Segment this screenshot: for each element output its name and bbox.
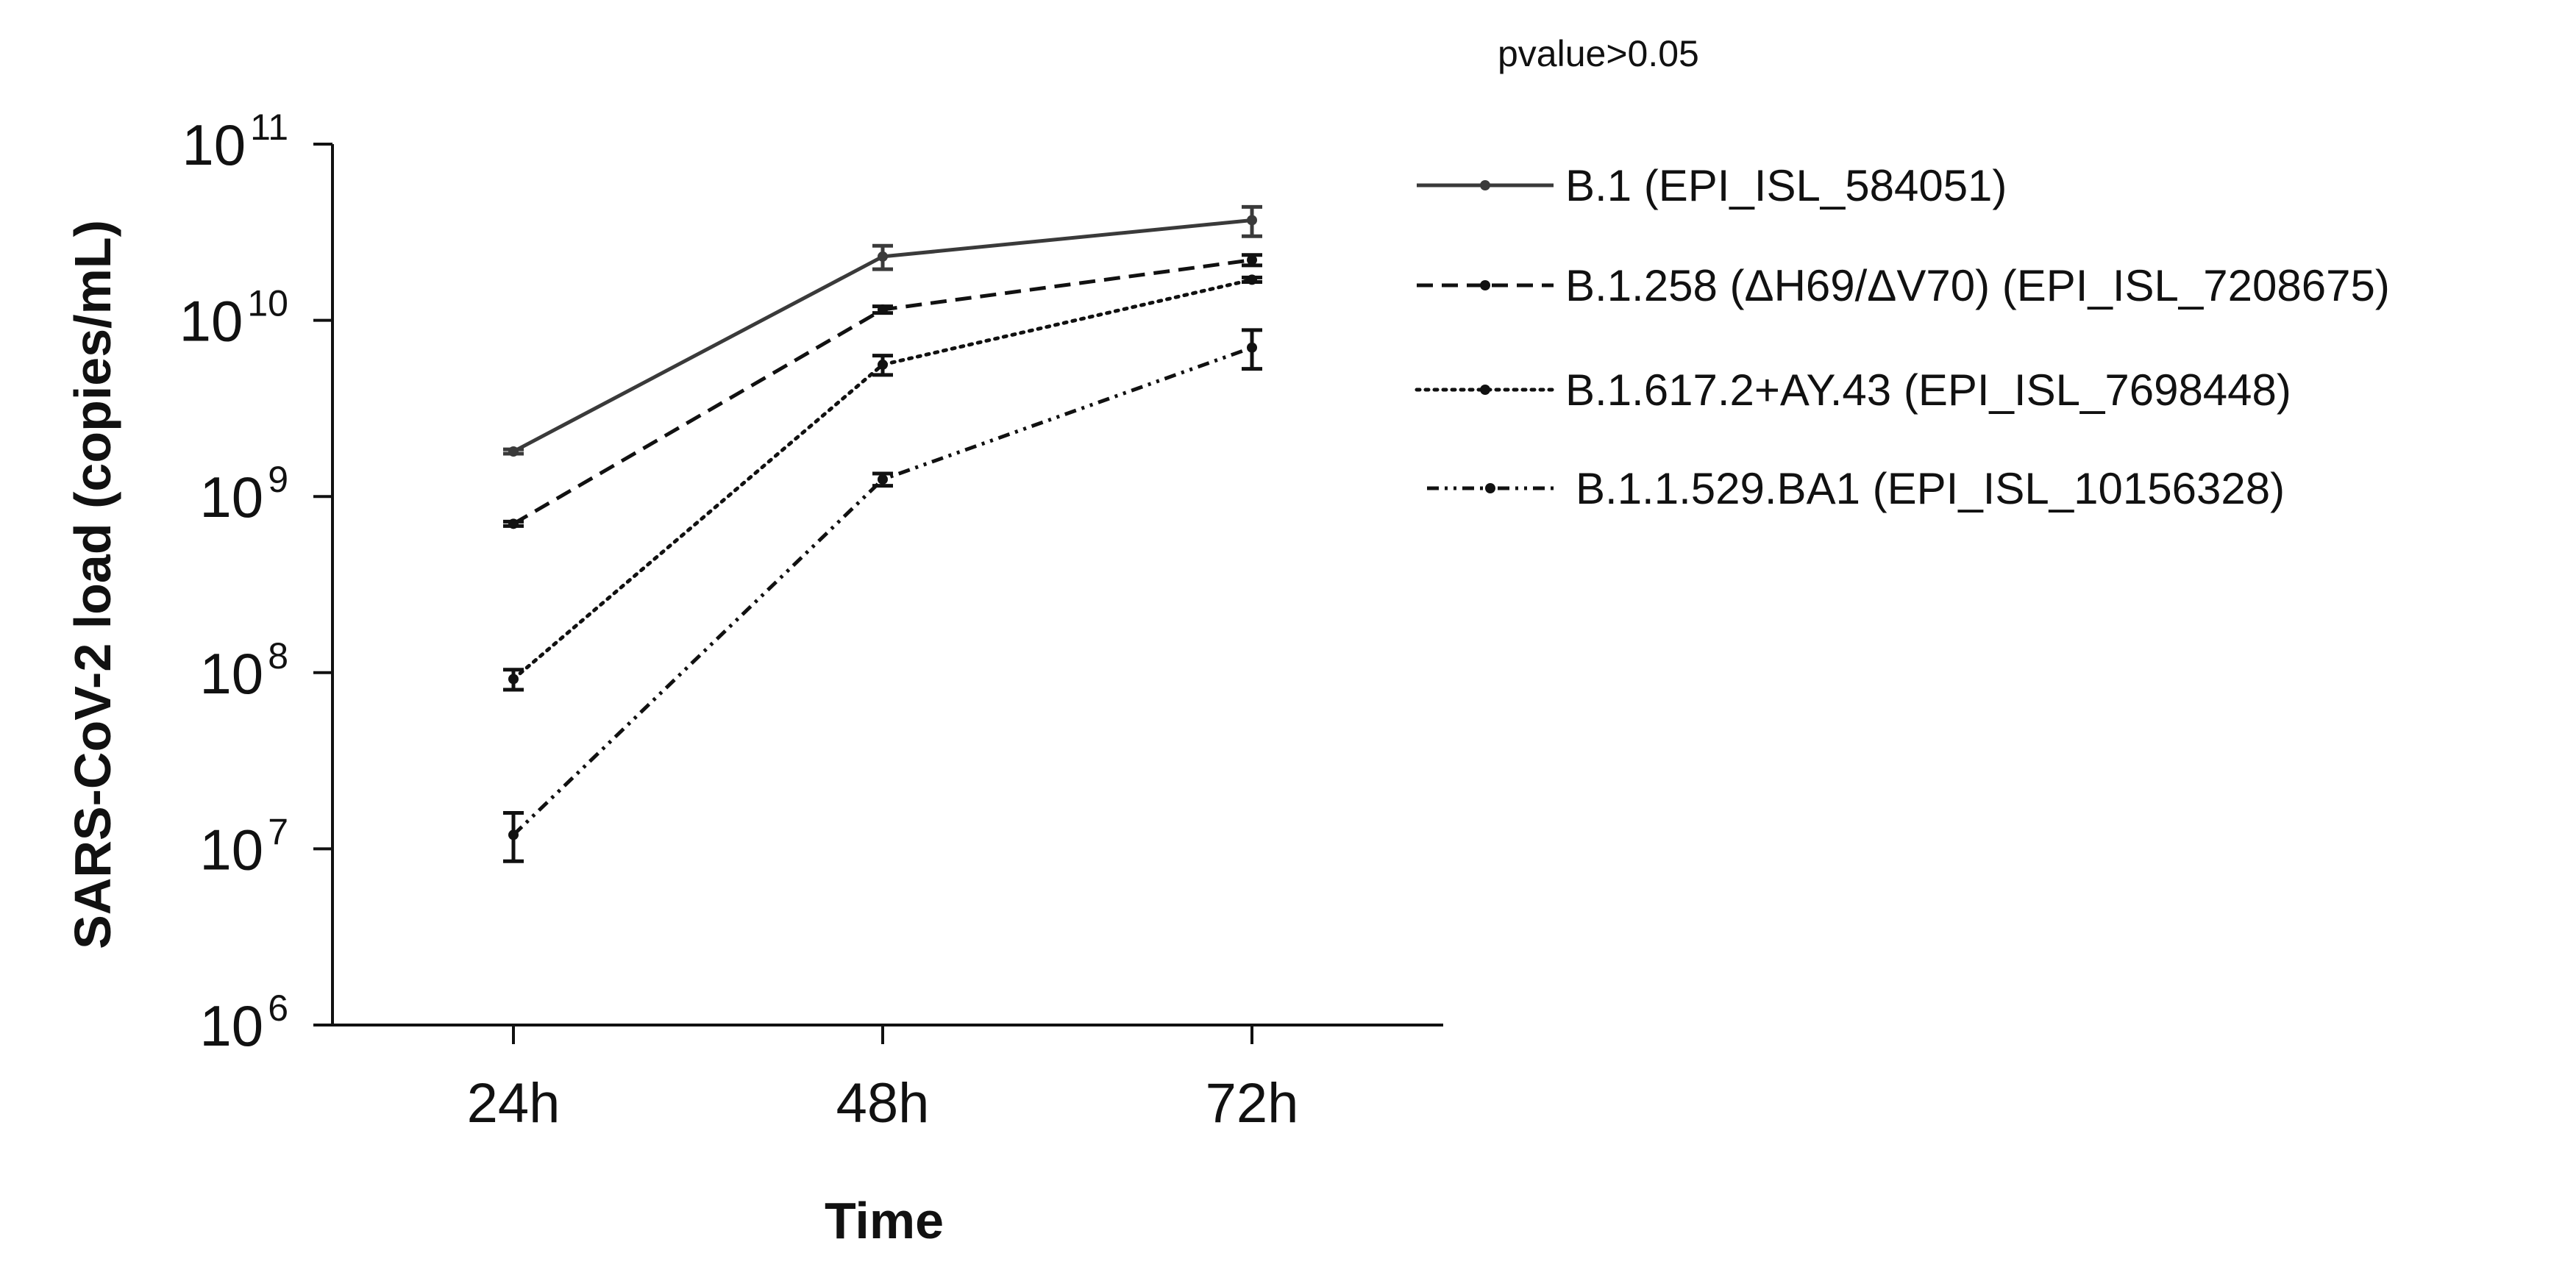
data-point-3-1	[878, 474, 888, 485]
legend-swatch-marker-1	[1480, 280, 1490, 290]
legend-label-2: B.1.617.2+AY.43 (EPI_ISL_7698448)	[1565, 365, 2291, 415]
x-tick-label-2: 72h	[1206, 1072, 1299, 1135]
legend-swatch-marker-3	[1485, 483, 1495, 493]
legend-label-3: B.1.1.529.BA1 (EPI_ISL_10156328)	[1576, 464, 2285, 513]
y-tick-exponent-5: 11	[250, 107, 288, 148]
y-tick-base-4: 10	[179, 289, 243, 354]
data-point-2-1	[878, 359, 888, 370]
y-tick-label-2: 10 8	[199, 635, 288, 706]
data-point-3-2	[1247, 342, 1257, 353]
x-tick-label-0: 24h	[467, 1072, 561, 1135]
y-tick-label-0: 10 6	[199, 988, 288, 1058]
data-point-1-0	[508, 518, 519, 529]
legend-item-2: B.1.617.2+AY.43 (EPI_ISL_7698448)	[1415, 365, 2291, 415]
legend-item-3: B.1.1.529.BA1 (EPI_ISL_10156328)	[1427, 464, 2285, 513]
y-tick-exponent-3: 9	[268, 459, 288, 500]
series-3	[503, 328, 1262, 863]
series-2	[503, 274, 1262, 692]
x-axis-title: Time	[825, 1192, 944, 1249]
legend-item-1: B.1.258 (ΔH69/ΔV70) (EPI_ISL_7208675)	[1417, 261, 2390, 310]
series-line-3	[512, 346, 1253, 837]
y-axis-title: SARS-CoV-2 load (copies/mL)	[64, 220, 121, 949]
data-point-0-2	[1247, 215, 1257, 226]
y-tick-label-1: 10 7	[199, 811, 288, 882]
y-tick-base-3: 10	[199, 465, 263, 529]
x-ticks-layer: 24h 48h 72h	[467, 1025, 1299, 1135]
data-point-2-2	[1247, 274, 1257, 285]
legend-swatch-marker-0	[1480, 180, 1490, 190]
series-0	[503, 204, 1262, 457]
y-tick-label-4: 10 10	[179, 283, 288, 354]
y-tick-base-5: 10	[182, 113, 246, 177]
y-tick-exponent-4: 10	[247, 283, 288, 324]
legend-label-0: B.1 (EPI_ISL_584051)	[1565, 161, 2007, 210]
y-tick-exponent-1: 7	[268, 811, 288, 852]
data-point-2-0	[508, 674, 519, 685]
y-tick-base-0: 10	[199, 993, 263, 1058]
y-tick-label-3: 10 9	[199, 459, 288, 529]
series-layer	[503, 204, 1262, 863]
series-1	[503, 253, 1262, 529]
y-tick-base-1: 10	[199, 817, 263, 882]
data-point-3-0	[508, 829, 519, 840]
y-tick-exponent-2: 8	[268, 635, 288, 676]
legend-swatch-marker-2	[1480, 385, 1490, 395]
y-tick-base-2: 10	[199, 641, 263, 706]
pvalue-annotation: pvalue>0.05	[1498, 33, 1699, 74]
axes-layer	[331, 144, 1443, 1026]
data-point-1-2	[1247, 254, 1257, 265]
x-tick-label-1: 48h	[836, 1072, 930, 1135]
legend-item-0: B.1 (EPI_ISL_584051)	[1417, 161, 2007, 210]
data-point-1-1	[878, 304, 888, 315]
legend-label-1: B.1.258 (ΔH69/ΔV70) (EPI_ISL_7208675)	[1565, 261, 2390, 310]
data-point-0-1	[878, 251, 888, 262]
y-tick-label-5: 10 11	[182, 107, 288, 177]
legend: B.1 (EPI_ISL_584051) B.1.258 (ΔH69/ΔV70) …	[1415, 161, 2390, 513]
y-tick-exponent-0: 6	[268, 988, 288, 1029]
data-point-0-0	[508, 446, 519, 457]
